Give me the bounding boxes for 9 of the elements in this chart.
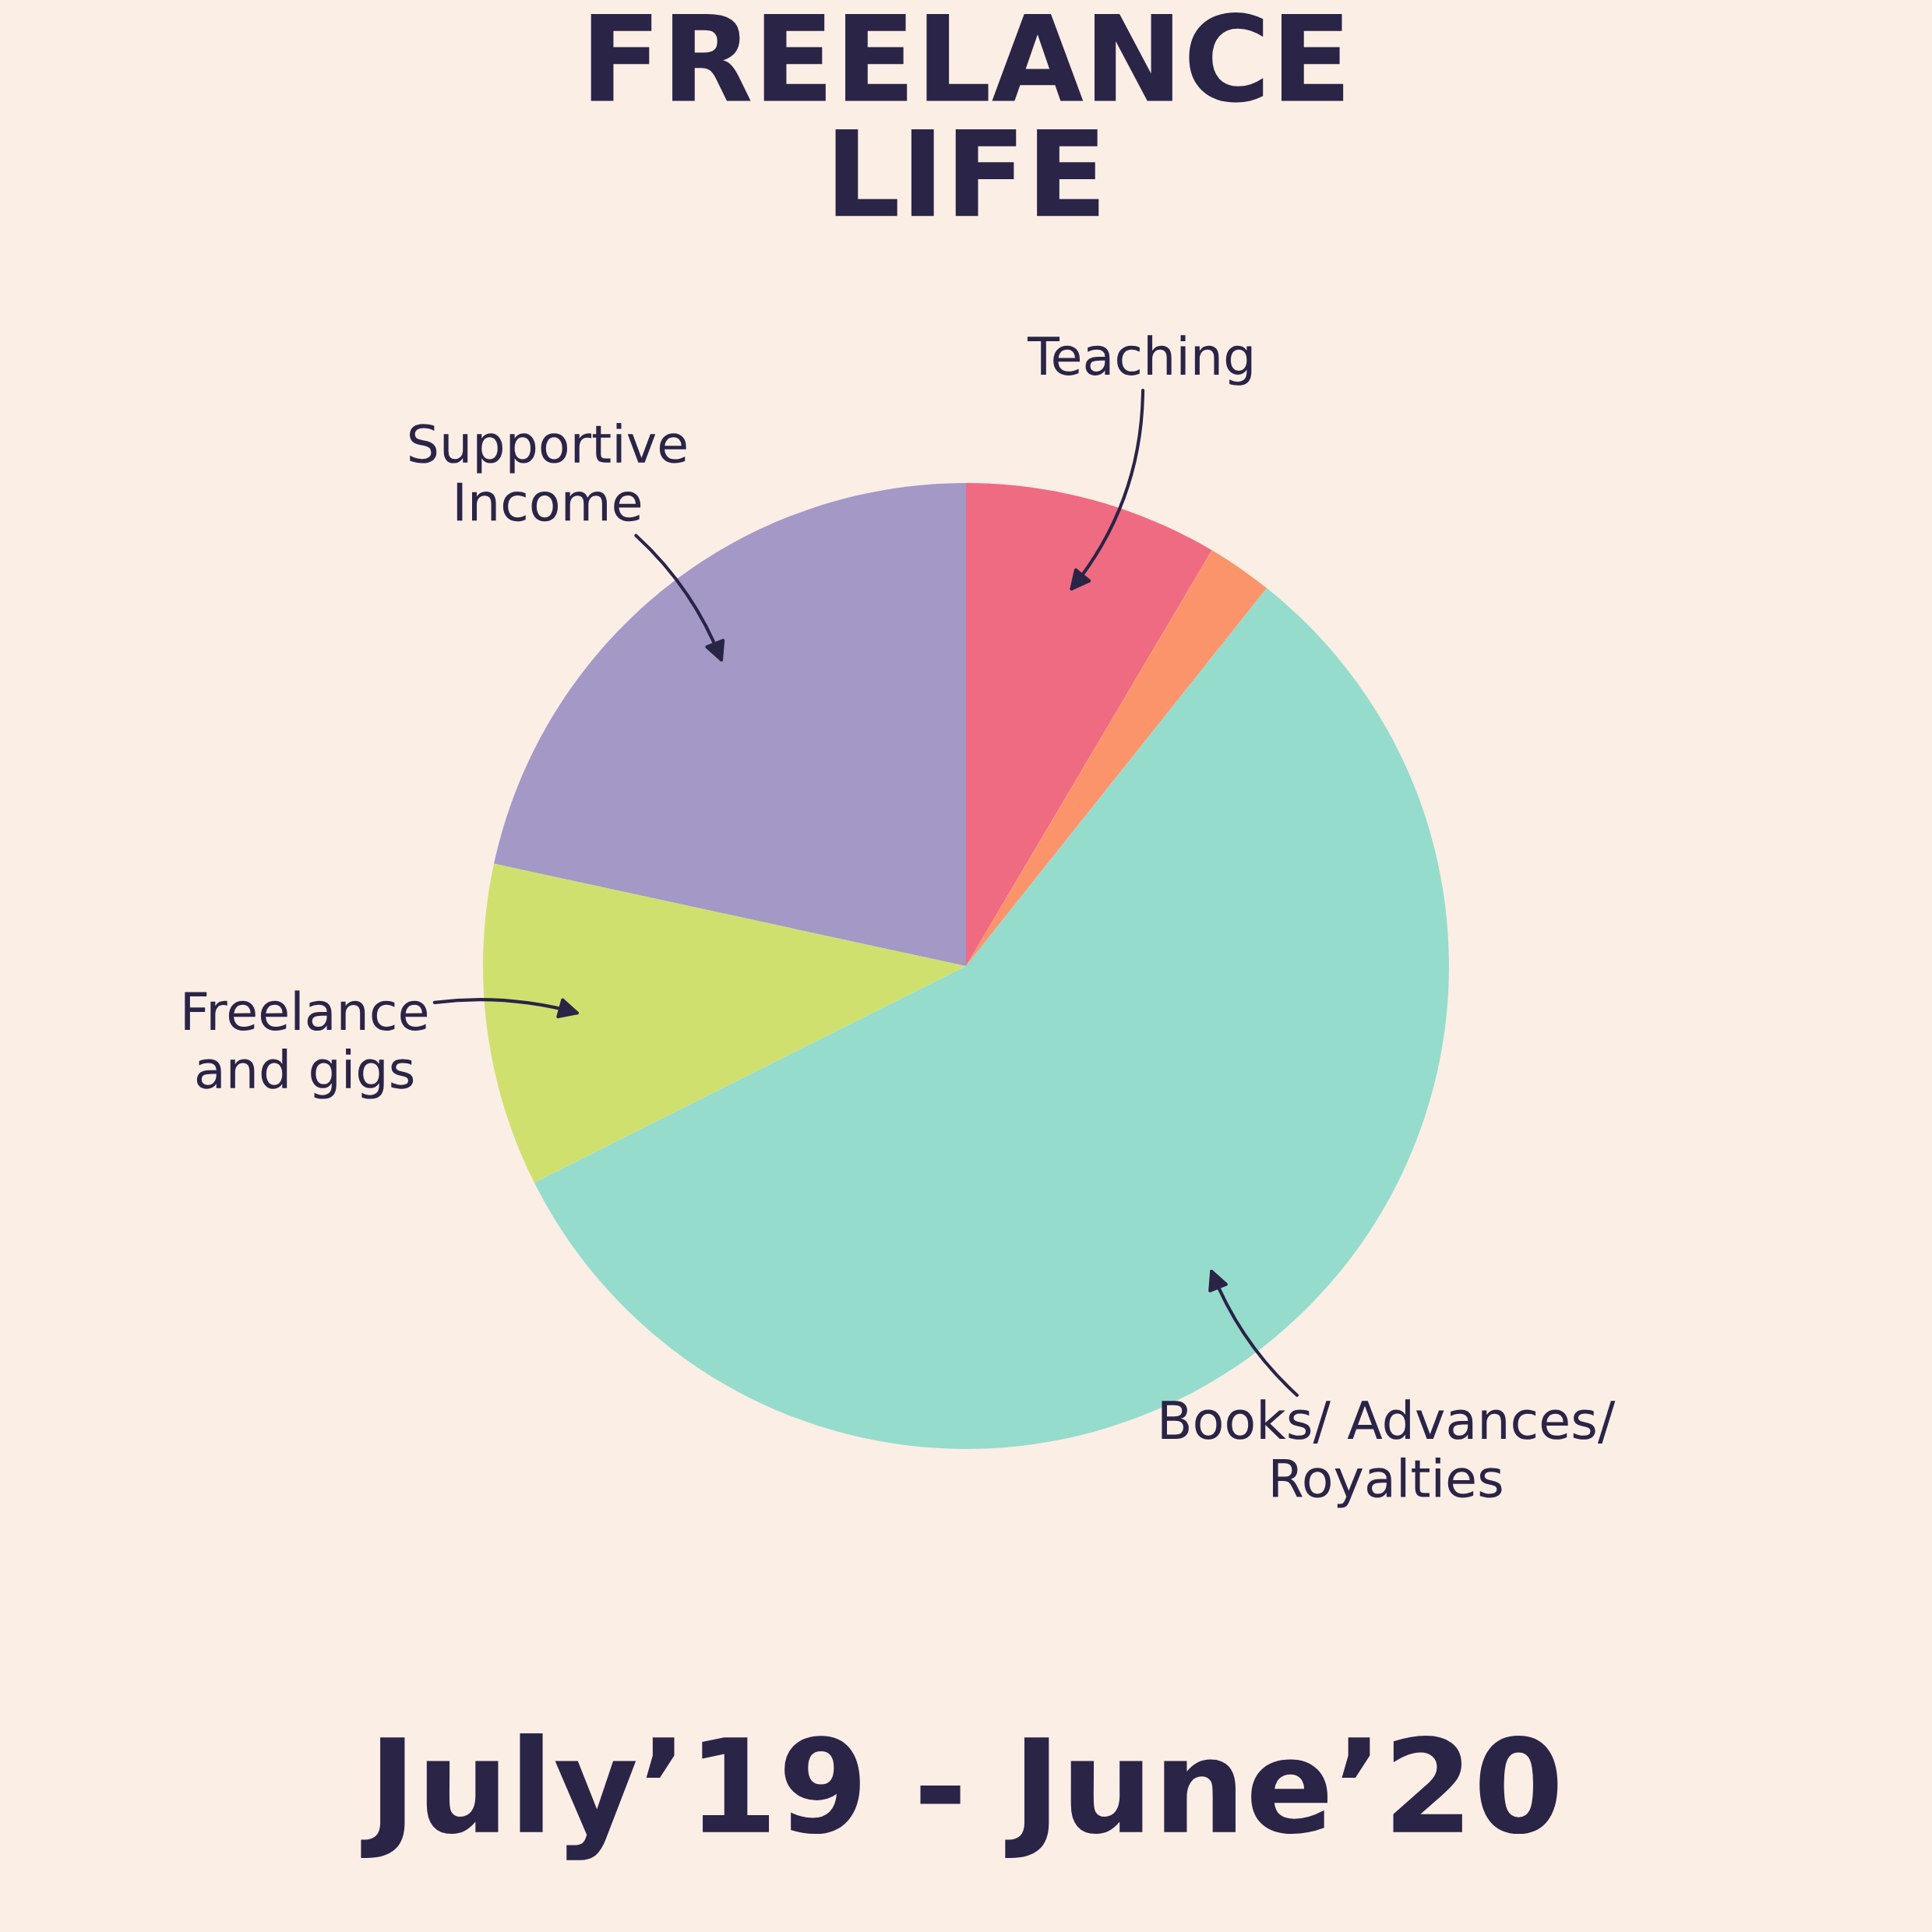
slice-label: Teaching — [1027, 335, 1252, 386]
text: July’19 - June’20 — [361, 1733, 1558, 1860]
pie-slice — [483, 863, 966, 1183]
chart-title: FREELANCE LIFE — [591, 12, 1344, 217]
slice-label: Supportive Income — [410, 422, 686, 522]
pie-slice — [966, 550, 1267, 966]
slice-label: Books/ Advances/ Royalties — [1162, 1399, 1616, 1508]
pie-slice — [966, 483, 1212, 966]
slice-label: Freelance and gigs — [185, 990, 427, 1099]
